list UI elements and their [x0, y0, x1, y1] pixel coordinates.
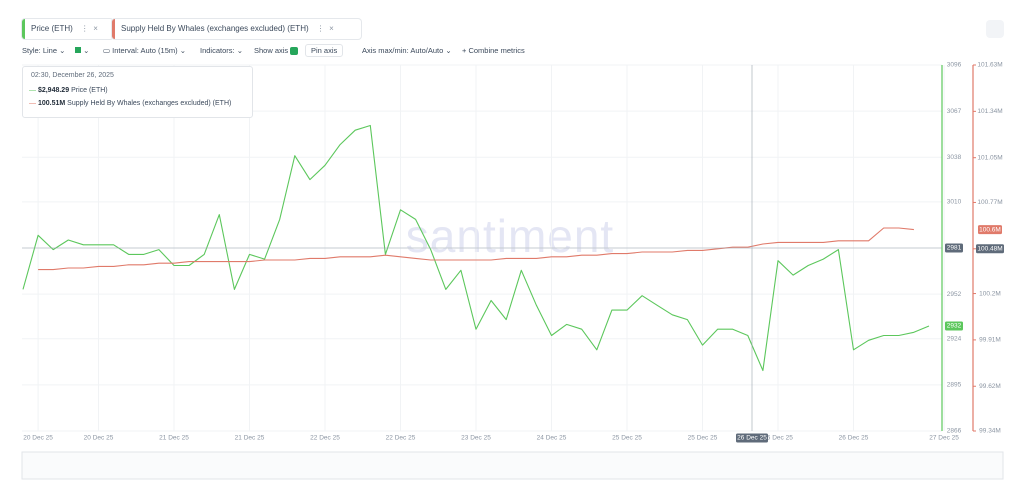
tooltip-title: 02:30, December 26, 2025 — [31, 72, 114, 79]
metric-name: Supply Held By Whales (exchanges exclude… — [121, 24, 309, 33]
crosshair-y-label: 2981 — [945, 243, 963, 253]
x-tick-label: 22 Dec 25 — [386, 435, 416, 442]
tooltip-row: — $2,948.29 Price (ETH) — [29, 87, 108, 94]
crosshair-y2-label: 100.48M — [976, 244, 1004, 254]
x-tick-label: 21 Dec 25 — [235, 435, 265, 442]
x-tick-label: 27 Dec 25 — [929, 435, 959, 442]
color-select[interactable]: ⌄ — [75, 46, 89, 55]
x-tick-label: 20 Dec 25 — [23, 435, 53, 442]
x-tick-label: 26 Dec 25 — [839, 435, 869, 442]
y2-tick-label: 99.62M — [979, 383, 1001, 390]
y-tick-label: 3096 — [947, 62, 962, 69]
control-label: Style: Line — [22, 46, 58, 55]
y-tick-label: 2924 — [947, 335, 962, 342]
style-select[interactable]: Style: Line ⌄ — [22, 46, 66, 55]
y2-tick-label: 100.2M — [979, 290, 1001, 297]
y2-tick-label: 101.63M — [977, 62, 1002, 69]
y-tick-label: 2895 — [947, 382, 962, 389]
last-value-label-bg — [978, 225, 1002, 235]
crosshair-y2-label-bg — [976, 244, 1004, 254]
checkbox[interactable] — [290, 47, 299, 56]
crosshair-x-label-bg — [736, 433, 768, 443]
close-icon[interactable]: ⋮ × — [316, 24, 334, 33]
y-tick-label: 3038 — [947, 154, 962, 161]
show-axis-toggle[interactable]: Show axis — [254, 46, 299, 56]
metric-tab[interactable]: Supply Held By Whales (exchanges exclude… — [112, 19, 361, 39]
y-tick-label: 3010 — [947, 199, 962, 206]
y-tick-label: 2952 — [947, 291, 962, 298]
last-value-label-bg — [945, 321, 963, 331]
y-tick-label: 2866 — [947, 428, 962, 435]
combine-button[interactable]: + Combine metrics — [462, 46, 525, 55]
crosshair-y2-label-text: 100.48M — [977, 246, 1002, 253]
x-tick-label: 26 Dec 25 — [763, 435, 793, 442]
y2-tick-label: 101.34M — [977, 108, 1002, 115]
legend-entry: Supply Held By Whales (exchanges exclude… — [67, 100, 232, 107]
tooltip: 02:30, December 26, 2025 — $2,948.29 Pri… — [22, 66, 253, 118]
y2-tick-label: 99.34M — [979, 428, 1001, 435]
last-value-label-text: 2932 — [947, 323, 962, 330]
last-value-label-text: 100.6M — [979, 226, 1001, 233]
crosshair-x-label-text: 26 Dec 25 — [737, 435, 767, 442]
metric-name: Price (ETH) — [31, 24, 73, 33]
crosshair-x-label: 26 Dec 25 — [736, 433, 768, 443]
x-tick-label: 23 Dec 25 — [461, 435, 491, 442]
last-value-label: 2932 — [945, 321, 963, 331]
x-tick-label: 22 Dec 25 — [310, 435, 340, 442]
y2-tick-label: 99.91M — [979, 337, 1001, 344]
metric-tab[interactable]: Price (ETH) ⋮ × — [22, 19, 113, 39]
legend-swatch: — — [29, 87, 36, 94]
color-swatch — [75, 47, 81, 53]
control-label: Pin axis — [311, 46, 338, 55]
x-tick-label: 25 Dec 25 — [612, 435, 642, 442]
x-tick-label: 20 Dec 25 — [84, 435, 114, 442]
indicators-select[interactable]: Indicators: ⌄ — [200, 46, 243, 55]
series-line — [22, 124, 930, 372]
y2-tick-label: 101.05M — [977, 154, 1002, 161]
watermark: santiment — [406, 210, 614, 262]
tooltip-value: $2,948.29 — [37, 87, 70, 94]
minimap[interactable] — [21, 451, 1004, 480]
crosshair-y-label-text: 2981 — [947, 245, 962, 252]
legend-swatch: — — [29, 100, 36, 107]
close-icon[interactable]: ⋮ × — [80, 24, 98, 33]
control-label: Combine metrics — [468, 46, 525, 55]
x-tick-label: 21 Dec 25 — [159, 435, 189, 442]
control-label: Axis max/min: Auto/Auto — [362, 46, 444, 55]
interval-select[interactable]: ▭ Interval: Auto (15m) ⌄ — [103, 46, 186, 55]
axis-select[interactable]: Axis max/min: Auto/Auto ⌄ — [362, 46, 452, 55]
last-value-label: 100.6M — [978, 225, 1002, 235]
x-tick-label: 25 Dec 25 — [688, 435, 718, 442]
tooltip-value: 100.51M — [37, 100, 66, 107]
pin-axis-button[interactable]: Pin axis — [305, 44, 344, 57]
tooltip-row: — 100.51M Supply Held By Whales (exchang… — [29, 100, 231, 107]
settings-button[interactable] — [986, 20, 1004, 38]
y2-tick-label: 100.77M — [977, 199, 1002, 206]
series-line — [38, 227, 914, 271]
control-label: Indicators: — [200, 46, 235, 55]
control-label: Interval: Auto (15m) — [112, 46, 178, 55]
control-label: Show axis — [254, 46, 289, 55]
legend-entry: Price (ETH) — [71, 87, 108, 94]
y-tick-label: 3067 — [947, 108, 962, 115]
crosshair-y-label-bg — [945, 243, 963, 253]
x-tick-label: 24 Dec 25 — [537, 435, 567, 442]
